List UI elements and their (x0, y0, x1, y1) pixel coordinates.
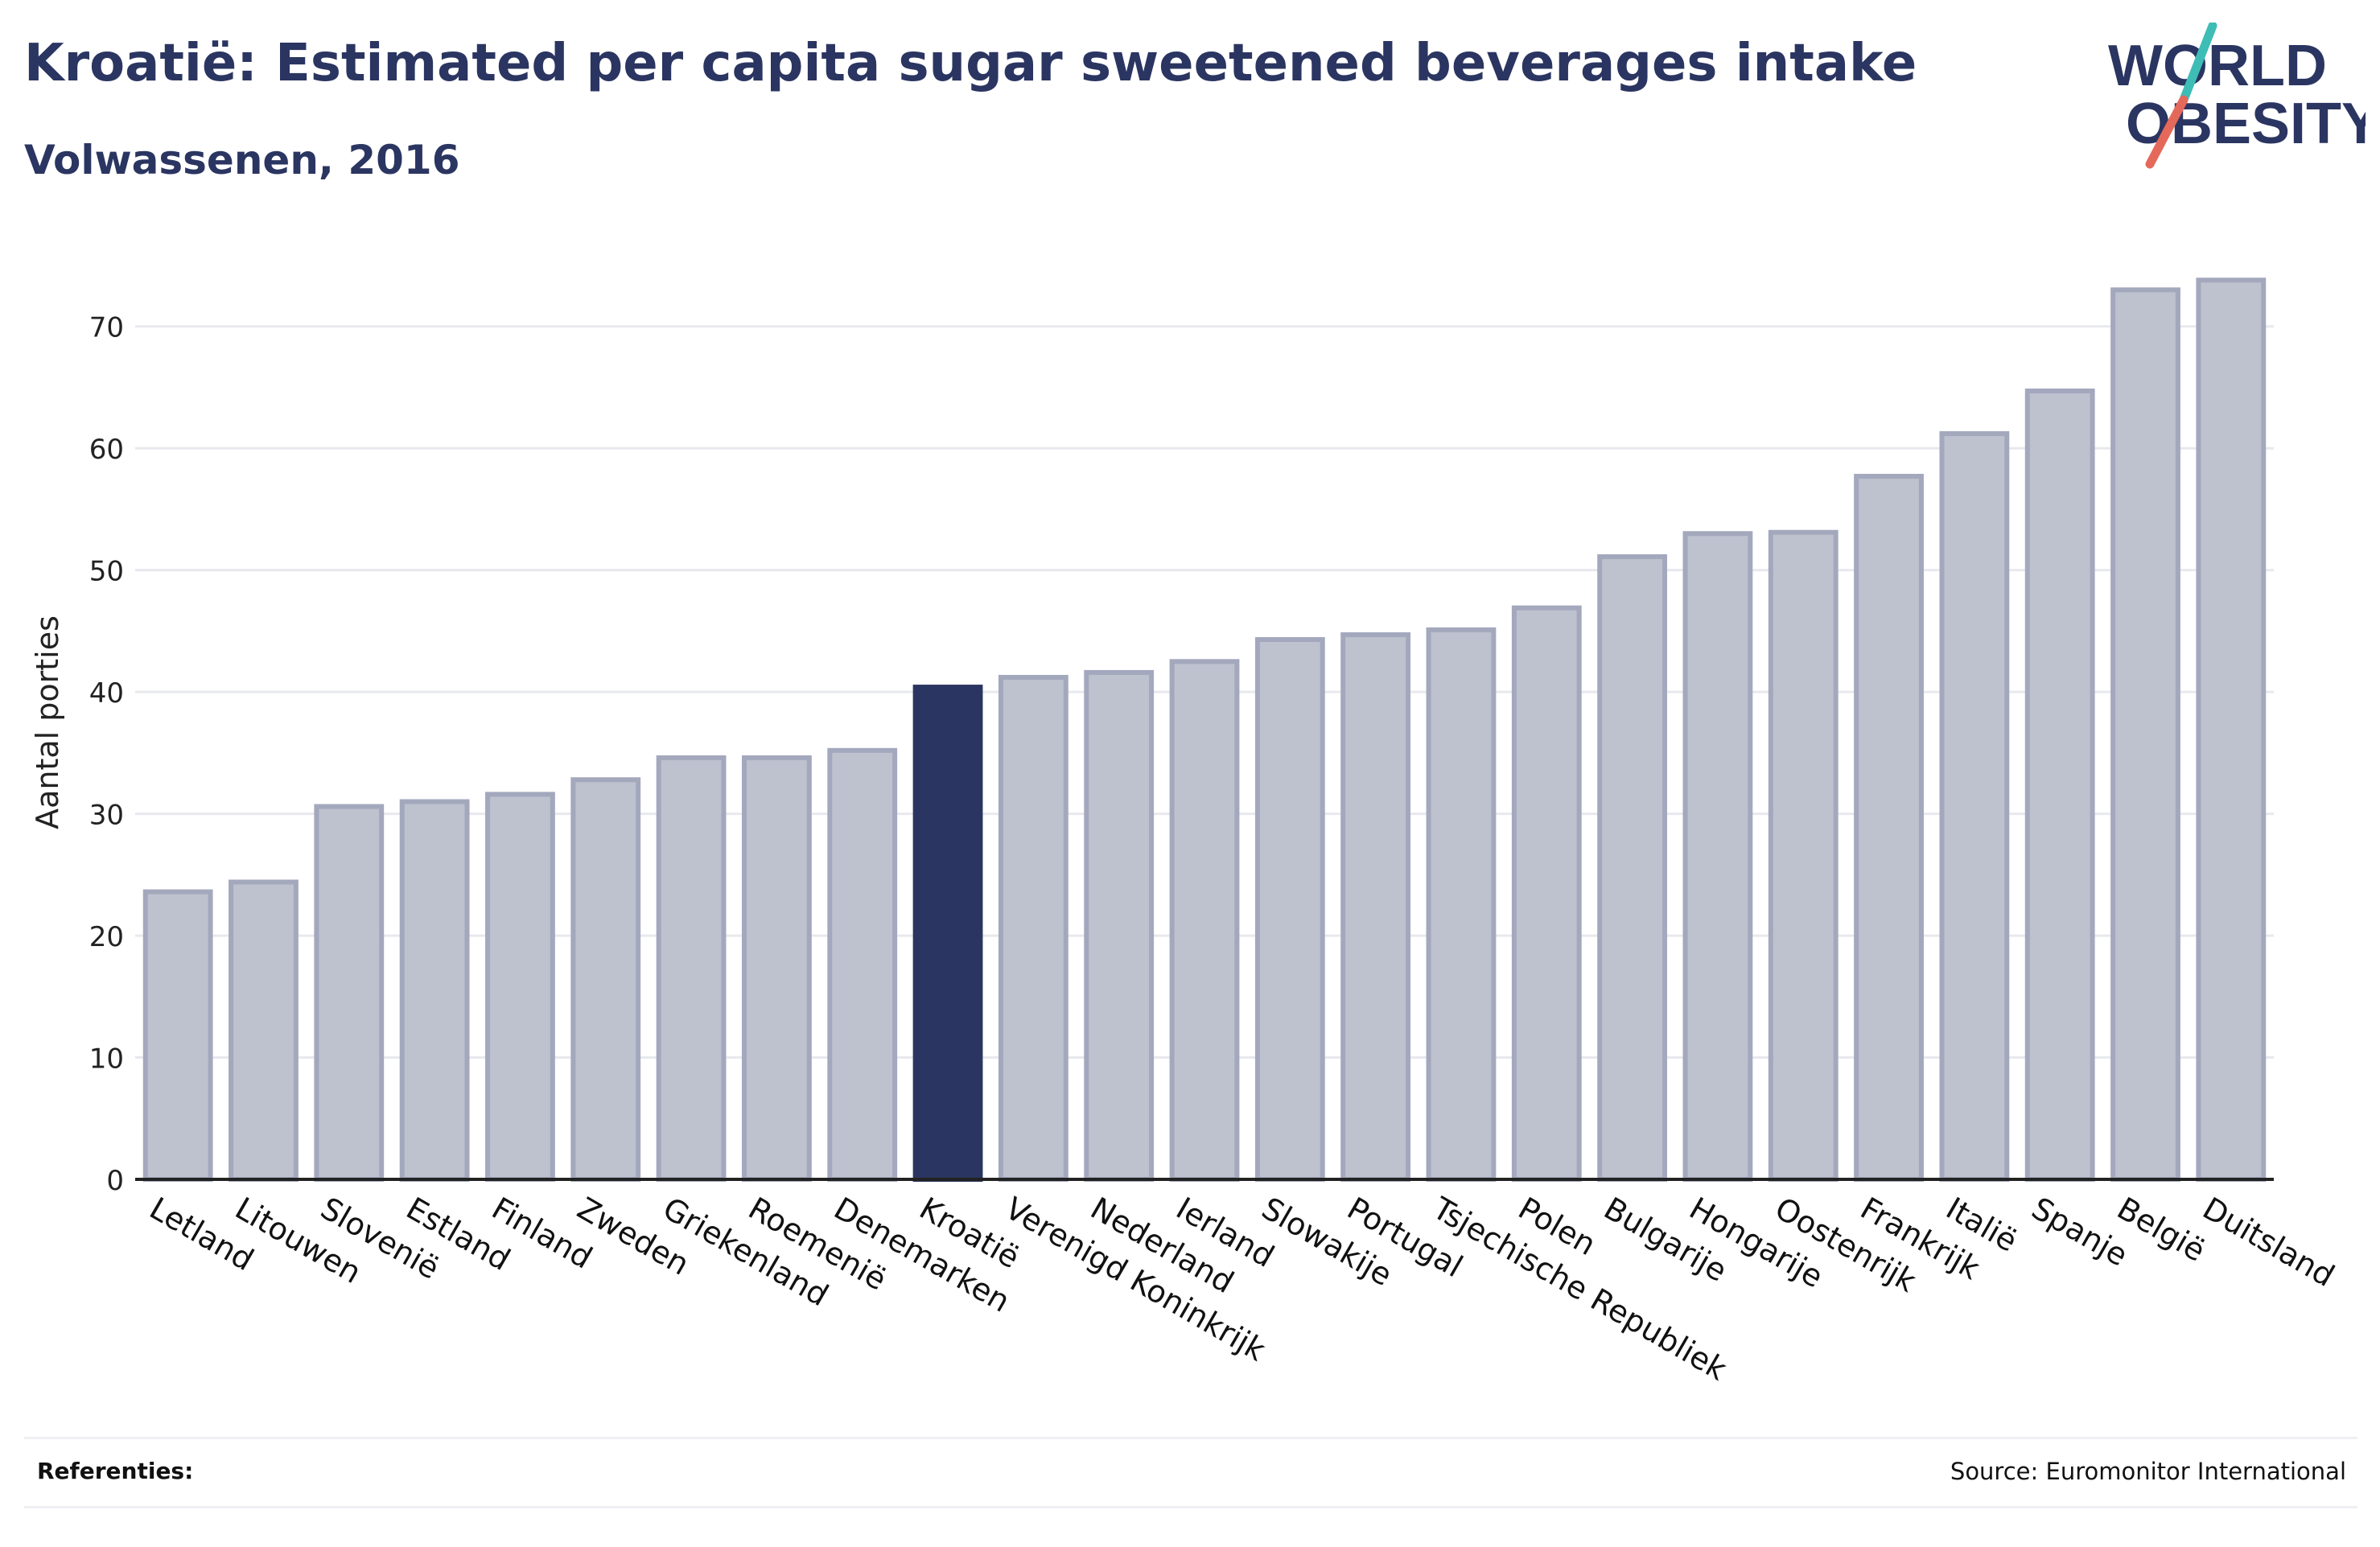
logo-text-world: WORLD (2108, 34, 2327, 98)
y-tick-label: 70 (89, 312, 124, 344)
y-tick-label: 30 (89, 800, 124, 832)
logo-slash-bottom (2145, 95, 2189, 169)
x-tick-labels: LetlandLitouwenSloveniëEstlandFinlandZwe… (144, 1190, 2341, 1387)
y-tick-label: 40 (89, 677, 124, 710)
bars (142, 278, 2267, 1183)
references-label: Referenties: (37, 1458, 194, 1484)
bar (1854, 474, 1924, 1182)
logo-text-obesity: OBESITY (2126, 92, 2366, 156)
y-axis-label: Aantal porties (30, 615, 65, 829)
bar (998, 674, 1069, 1182)
y-tick-labels: 0 10 20 30 40 50 60 70 (89, 312, 124, 1197)
world-obesity-logo: WORLD OBESITY (2108, 23, 2366, 169)
bar-chart: 0 10 20 30 40 50 60 70 LetlandLitouwenSloveniëE… (30, 278, 2341, 1387)
bar (1169, 659, 1240, 1182)
bar (314, 804, 385, 1183)
bar (570, 777, 641, 1182)
bar (399, 799, 470, 1182)
bar (1511, 605, 1582, 1182)
bar (1340, 632, 1411, 1182)
footer-divider-top (24, 1437, 2357, 1439)
bar (827, 747, 898, 1182)
bar (1939, 431, 2010, 1182)
footer-divider-bottom (24, 1506, 2357, 1508)
bar (2110, 287, 2180, 1182)
y-tick-label: 0 (106, 1165, 124, 1197)
bar (656, 755, 727, 1182)
bar-highlight (912, 685, 983, 1182)
bar (1254, 637, 1325, 1182)
bar (1768, 529, 1839, 1182)
bar (485, 792, 555, 1183)
bar (1084, 669, 1155, 1182)
logo-slash-top (2179, 23, 2217, 105)
bar (1426, 627, 1497, 1182)
x-tick-label: Duitsland (2197, 1191, 2340, 1294)
y-tick-label: 50 (89, 556, 124, 588)
bar (1597, 554, 1668, 1182)
bar (142, 889, 213, 1183)
y-tick-label: 60 (89, 434, 124, 466)
bar (2196, 278, 2267, 1182)
bar (1682, 531, 1753, 1182)
y-tick-label: 20 (89, 921, 124, 953)
chart-subtitle: Volwassenen, 2016 (24, 137, 460, 183)
chart-title: Kroatië: Estimated per capita sugar swee… (24, 34, 1917, 93)
x-tick-label: België (2111, 1191, 2211, 1269)
y-tick-label: 10 (89, 1043, 124, 1076)
bar (2024, 389, 2095, 1182)
bar (229, 879, 299, 1183)
x-tick-label: Spanje (2026, 1191, 2134, 1273)
bar (741, 755, 812, 1182)
source-note: Source: Euromonitor International (1950, 1458, 2346, 1485)
